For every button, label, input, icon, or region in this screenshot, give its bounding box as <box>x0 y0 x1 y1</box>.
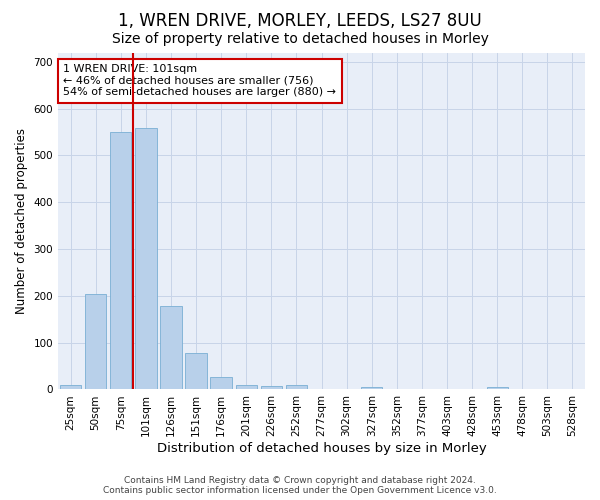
Text: Size of property relative to detached houses in Morley: Size of property relative to detached ho… <box>112 32 488 46</box>
Bar <box>286 385 307 390</box>
Bar <box>386 388 407 390</box>
Y-axis label: Number of detached properties: Number of detached properties <box>15 128 28 314</box>
Bar <box>211 377 232 390</box>
Bar <box>361 387 382 390</box>
Bar <box>85 294 106 390</box>
Bar <box>160 306 182 390</box>
Bar <box>487 387 508 390</box>
Text: Contains HM Land Registry data © Crown copyright and database right 2024.
Contai: Contains HM Land Registry data © Crown c… <box>103 476 497 495</box>
Bar <box>185 354 207 390</box>
X-axis label: Distribution of detached houses by size in Morley: Distribution of detached houses by size … <box>157 442 487 455</box>
Text: 1 WREN DRIVE: 101sqm
← 46% of detached houses are smaller (756)
54% of semi-deta: 1 WREN DRIVE: 101sqm ← 46% of detached h… <box>64 64 337 98</box>
Bar <box>236 385 257 390</box>
Bar <box>135 128 157 390</box>
Bar <box>60 385 81 390</box>
Bar <box>110 132 131 390</box>
Text: 1, WREN DRIVE, MORLEY, LEEDS, LS27 8UU: 1, WREN DRIVE, MORLEY, LEEDS, LS27 8UU <box>118 12 482 30</box>
Bar <box>260 386 282 390</box>
